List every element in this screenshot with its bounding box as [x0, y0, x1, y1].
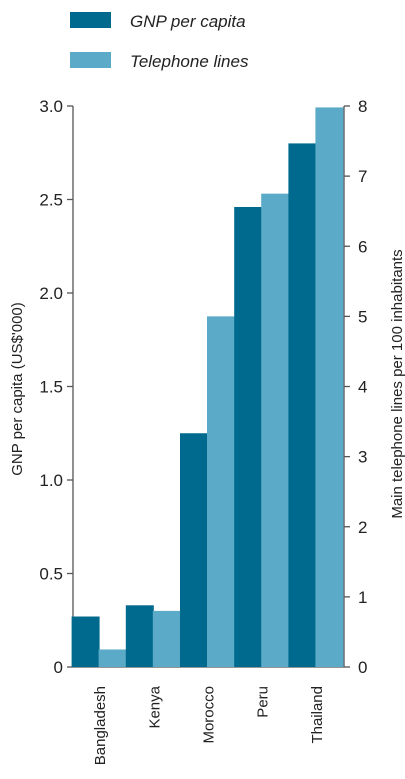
category-label: Morocco	[201, 686, 218, 744]
bar-telephone-lines-bangladesh	[98, 649, 127, 667]
right-tick-label: 4	[358, 378, 367, 397]
bar-gnp-per-capita-thailand	[288, 143, 317, 667]
bar-gnp-per-capita-peru	[234, 206, 263, 668]
y-axis-title-left: GNP per capita (US$'000)	[9, 302, 26, 476]
category-label: Thailand	[309, 686, 326, 744]
right-tick-label: 0	[358, 658, 367, 677]
y-axis-title-right: Main telephone lines per 100 inhabitants	[389, 249, 405, 518]
left-tick-label: 1.0	[39, 471, 63, 490]
bar-gnp-per-capita-morocco	[180, 433, 208, 667]
category-label: Kenya	[146, 685, 163, 728]
left-tick-label: 0.5	[39, 565, 63, 584]
bar-telephone-lines-peru	[261, 193, 290, 667]
category-label: Bangladesh	[92, 686, 109, 765]
bar-telephone-lines-thailand	[315, 107, 344, 668]
legend-label-gnp: GNP per capita	[130, 12, 246, 31]
right-tick-label: 7	[358, 167, 367, 186]
right-tick-label: 2	[358, 518, 367, 537]
right-tick-label: 6	[358, 237, 367, 256]
left-tick-label: 0	[54, 658, 63, 677]
left-tick-label: 2.0	[39, 284, 63, 303]
bar-telephone-lines-morocco	[207, 316, 235, 667]
right-tick-label: 1	[358, 588, 367, 607]
bar-gnp-per-capita-kenya	[125, 605, 154, 667]
category-labels: Bangladesh Kenya Morocco Peru Thailand	[92, 685, 326, 765]
bar-gnp-per-capita-bangladesh	[71, 616, 100, 667]
legend-label-telephone: Telephone lines	[130, 52, 249, 71]
bar-telephone-lines-kenya	[152, 610, 181, 667]
right-tick-label: 8	[358, 97, 367, 116]
right-tick-label: 3	[358, 448, 367, 467]
left-tick-label: 2.5	[39, 191, 63, 210]
left-tick-label: 3.0	[39, 97, 63, 116]
right-tick-label: 5	[358, 307, 367, 326]
left-tick-label: 1.5	[39, 378, 63, 397]
category-label: Peru	[255, 686, 272, 718]
left-axis-ticks: 0 0.5 1.0 1.5 2.0 2.5 3.0	[39, 97, 73, 677]
right-axis-ticks: 0 1 2 3 4 5 6 7 8	[344, 97, 367, 677]
bars	[71, 107, 344, 668]
legend-swatch-gnp	[70, 12, 111, 28]
legend-swatch-telephone	[70, 52, 111, 68]
legend: GNP per capita Telephone lines	[70, 12, 249, 71]
